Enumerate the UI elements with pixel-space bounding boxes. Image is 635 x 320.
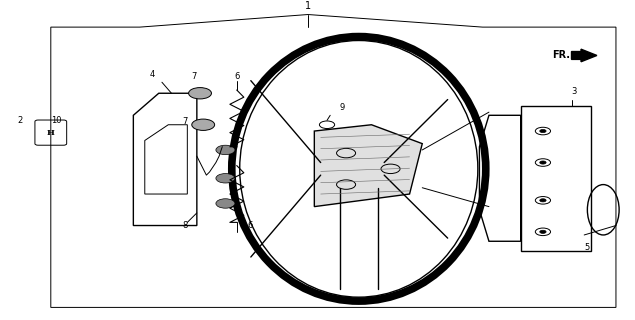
Circle shape (540, 161, 546, 164)
Text: FR.: FR. (552, 51, 570, 60)
Text: 4: 4 (150, 70, 155, 79)
Text: 10: 10 (51, 116, 61, 124)
Circle shape (540, 230, 546, 233)
Text: 7: 7 (182, 117, 187, 126)
Text: H: H (47, 129, 55, 137)
Text: 2: 2 (18, 116, 23, 124)
Polygon shape (314, 125, 422, 207)
Circle shape (216, 145, 235, 155)
Circle shape (216, 173, 235, 183)
Circle shape (189, 88, 211, 99)
Circle shape (192, 119, 215, 131)
Text: 7: 7 (191, 72, 196, 81)
Text: 3: 3 (572, 87, 577, 96)
Text: 9: 9 (340, 103, 345, 112)
Circle shape (540, 130, 546, 132)
Circle shape (216, 199, 235, 208)
Text: 6: 6 (248, 221, 253, 230)
Text: 8: 8 (182, 221, 187, 230)
Text: 6: 6 (234, 72, 239, 81)
Circle shape (540, 199, 546, 202)
Text: 1: 1 (305, 1, 311, 12)
FancyArrow shape (572, 49, 597, 62)
Text: 5: 5 (584, 243, 589, 252)
